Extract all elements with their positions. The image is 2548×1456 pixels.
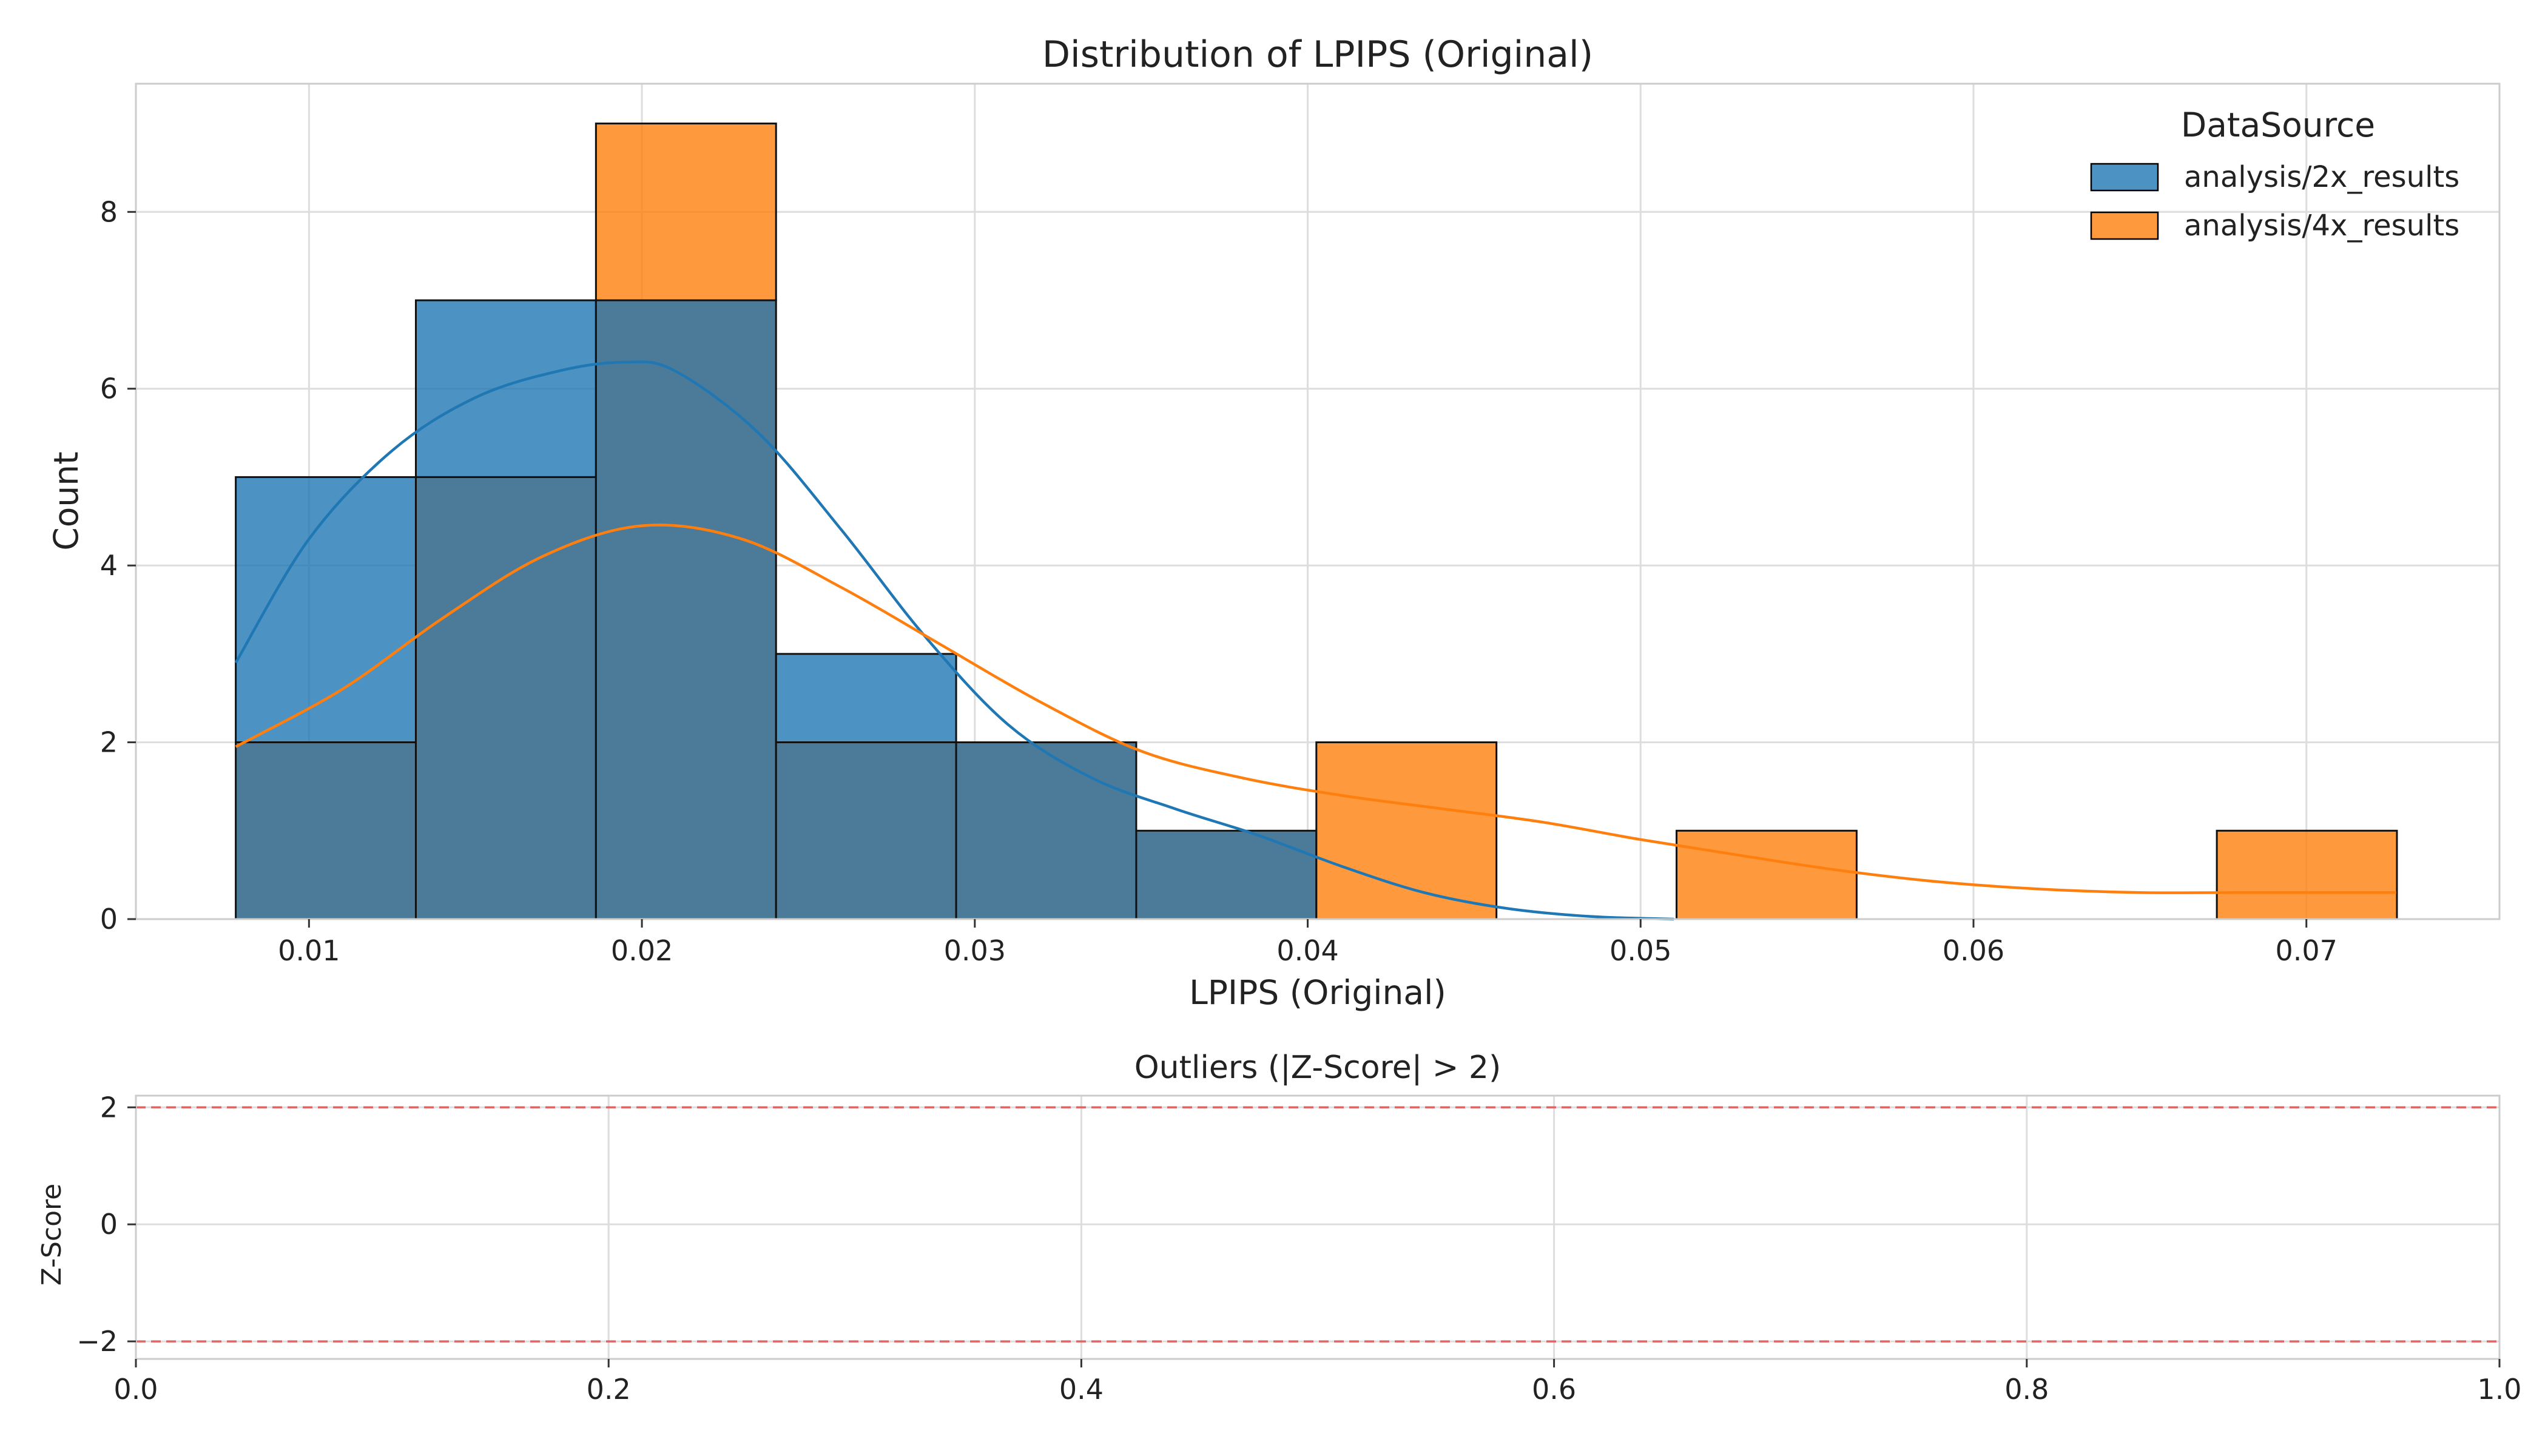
bar-4x [1315,741,1498,920]
outliers-y-ticks: 2 0 −2 [76,1091,136,1358]
histogram-x-tick-label: 0.02 [611,934,673,967]
bar-overlap [955,741,1138,920]
histogram-y-tick-label: 8 [100,195,118,228]
histogram-x-tick-label: 0.04 [1276,934,1338,967]
outliers-x-tick-label: 0.8 [2004,1373,2049,1406]
legend-swatch-4x [2090,211,2159,240]
histogram-plot-frame [135,83,2501,920]
kde-line-2x [234,360,1674,921]
outliers-y-tick-label: −2 [76,1325,118,1358]
legend-label-2x: analysis/2x_results [2184,160,2459,194]
bar-4x [1676,829,1858,920]
outliers-x-tick-label: 0.0 [113,1373,158,1406]
histogram-x-tick-label: 0.07 [2276,934,2337,967]
bar-2x [414,299,597,478]
histogram-x-tick-label: 0.03 [944,934,1006,967]
outliers-y-tick-label: 0 [100,1208,118,1241]
bar-4x [595,123,777,302]
bar-overlap [595,299,777,920]
outliers-y-tick-label: 2 [100,1091,118,1124]
outliers-plot-frame [135,1094,2501,1360]
histogram-kde-curves [234,360,2396,921]
kde-line-4x [235,524,2396,894]
outliers-panel: 0.0 0.2 0.4 0.6 0.8 1.0 2 0 −2 Outliers (|Z-Sco… [36,1050,2522,1406]
outliers-title: Outliers (|Z-Score| > 2) [1134,1050,1502,1086]
bar-overlap [775,741,957,920]
histogram-x-axis-label: LPIPS (Original) [1189,973,1446,1012]
histogram-bars-4x [595,123,2398,920]
outliers-x-tick-label: 0.6 [1532,1373,1576,1406]
histogram-y-tick-label: 6 [100,372,118,405]
histogram-x-tick-label: 0.06 [1943,934,2004,967]
histogram-title: Distribution of LPIPS (Original) [1042,33,1593,76]
bar-2x [775,653,957,744]
histogram-y-tick-label: 0 [100,903,118,935]
histogram-y-tick-label: 4 [100,549,118,582]
outliers-x-ticks: 0.0 0.2 0.4 0.6 0.8 1.0 [113,1359,2522,1406]
outliers-x-tick-label: 0.4 [1059,1373,1104,1406]
bar-overlap [1135,829,1318,920]
outliers-x-tick-label: 0.2 [587,1373,631,1406]
histogram-x-tick-label: 0.05 [1609,934,1671,967]
bar-overlap [414,476,597,920]
legend-label-4x: analysis/4x_results [2184,209,2459,243]
legend-swatch-2x [2090,163,2159,192]
histogram-x-ticks: 0.01 0.02 0.03 0.04 0.05 0.06 0.07 [278,919,2337,967]
bar-overlap [235,741,417,920]
outliers-x-tick-label: 1.0 [2477,1373,2521,1406]
histogram-x-tick-label: 0.01 [278,934,340,967]
histogram-y-tick-label: 2 [100,726,118,759]
legend: DataSource analysis/2x_results analysis/… [2090,106,2459,243]
bar-4x [2216,829,2398,920]
histogram-bars-2x [235,299,1318,920]
legend-title: DataSource [2181,106,2375,144]
histogram-y-axis-label: Count [47,451,86,550]
outliers-y-axis-label: Z-Score [36,1184,67,1286]
histogram-y-ticks: 0 2 4 6 8 [100,195,136,935]
histogram-panel: 0.01 0.02 0.03 0.04 0.05 0.06 0.07 0 2 4 6 8 Distr… [47,33,2501,1012]
